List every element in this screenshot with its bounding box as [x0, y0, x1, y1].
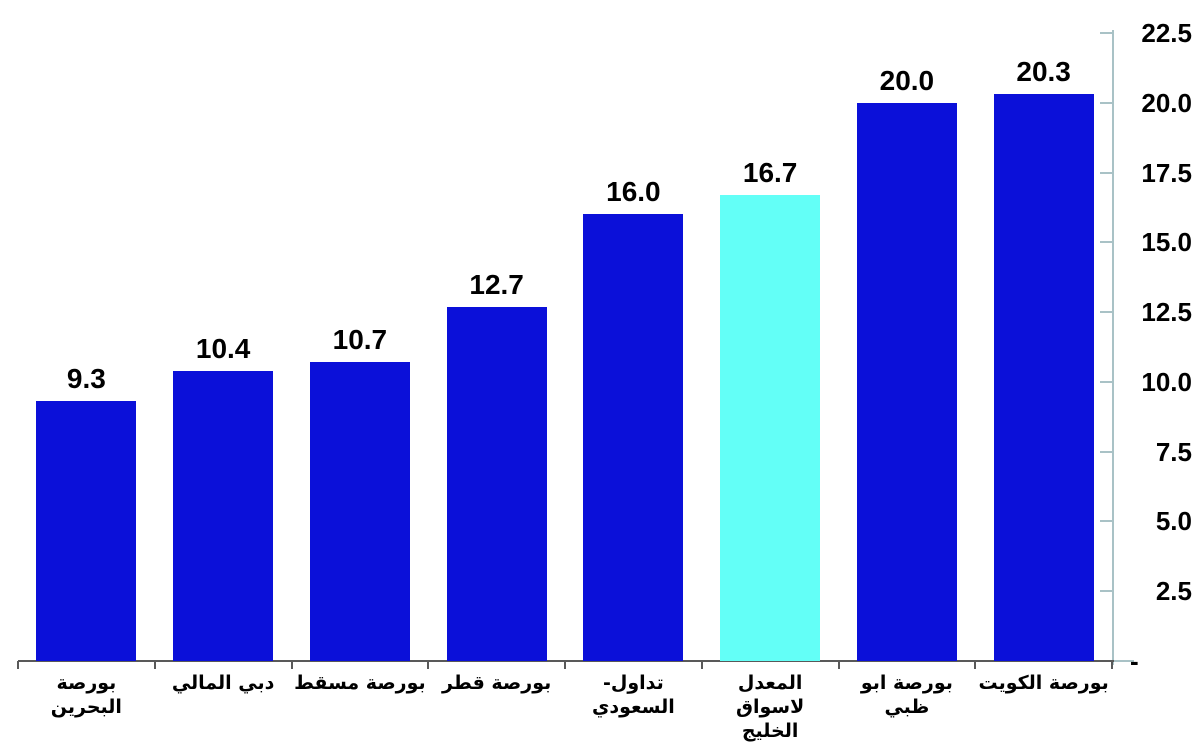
- value-axis-tick: [1100, 311, 1114, 314]
- category-label: دبي المالي: [171, 672, 275, 694]
- bar: [993, 94, 1094, 661]
- bar-value-label: 9.3: [66, 363, 106, 395]
- value-axis-tick-label: 7.5: [1155, 436, 1192, 467]
- bar-value-label: 12.7: [469, 268, 524, 300]
- bar: [173, 370, 274, 661]
- category-axis-tick: [17, 661, 19, 669]
- value-axis-tick: [1100, 380, 1114, 383]
- value-axis-tick: [1100, 450, 1114, 453]
- category-label: بورصة مسقط: [294, 672, 426, 694]
- bar: [446, 306, 547, 661]
- value-axis-tick-label: 12.5: [1141, 297, 1192, 328]
- bar: [856, 102, 957, 661]
- category-axis-tick: [1111, 661, 1113, 669]
- bar: [309, 362, 410, 661]
- bar-highlighted: [720, 194, 821, 661]
- bar-value-label: 10.4: [195, 332, 251, 364]
- category-label: بورصة قطر: [442, 672, 552, 694]
- bar: [583, 214, 684, 661]
- value-axis-tick-label: -: [1130, 646, 1139, 676]
- category-axis-tick: [837, 661, 840, 669]
- category-label: بورصة ابو ظبي: [860, 672, 953, 718]
- bar-value-label: 20.3: [1016, 56, 1071, 88]
- value-axis-tick: [1100, 32, 1114, 34]
- value-axis-tick-label: 17.5: [1141, 157, 1192, 188]
- category-axis-tick: [564, 661, 566, 669]
- bar-value-label: 16.7: [742, 156, 798, 188]
- value-axis-tick-label: 2.5: [1155, 576, 1192, 607]
- category-axis-tick: [153, 661, 156, 669]
- category-axis-tick: [700, 661, 703, 669]
- bar: [36, 401, 137, 661]
- bar-value-label: 16.0: [606, 176, 661, 208]
- value-axis-tick-label: 15.0: [1141, 227, 1192, 258]
- category-axis-tick: [974, 661, 977, 669]
- value-axis-tick: [1100, 241, 1114, 244]
- value-axis-tick-label: 10.0: [1141, 366, 1192, 397]
- category-axis-line: [18, 660, 1114, 662]
- value-axis-tick: [1100, 171, 1114, 174]
- value-axis-tick: [1100, 520, 1114, 523]
- value-axis-tick-label: 20.0: [1141, 87, 1192, 118]
- category-label: المعدل لاسواق الخليج: [736, 672, 805, 742]
- category-label: تداول- السعودي: [591, 672, 675, 718]
- category-label: بورصة الكويت: [978, 672, 1109, 694]
- value-axis-tick: [1098, 660, 1134, 662]
- value-axis-tick-label: 5.0: [1155, 506, 1192, 537]
- category-label: بورصة البحرين: [50, 672, 122, 718]
- bar-value-label: 10.7: [332, 324, 388, 356]
- value-axis-tick-label: 22.5: [1141, 18, 1192, 48]
- category-axis-tick: [427, 661, 430, 669]
- value-axis-tick: [1100, 101, 1114, 104]
- category-axis-tick: [290, 661, 293, 669]
- bar-value-label: 20.0: [879, 64, 935, 96]
- value-axis-tick: [1100, 590, 1114, 593]
- value-axis-line: [1112, 30, 1114, 665]
